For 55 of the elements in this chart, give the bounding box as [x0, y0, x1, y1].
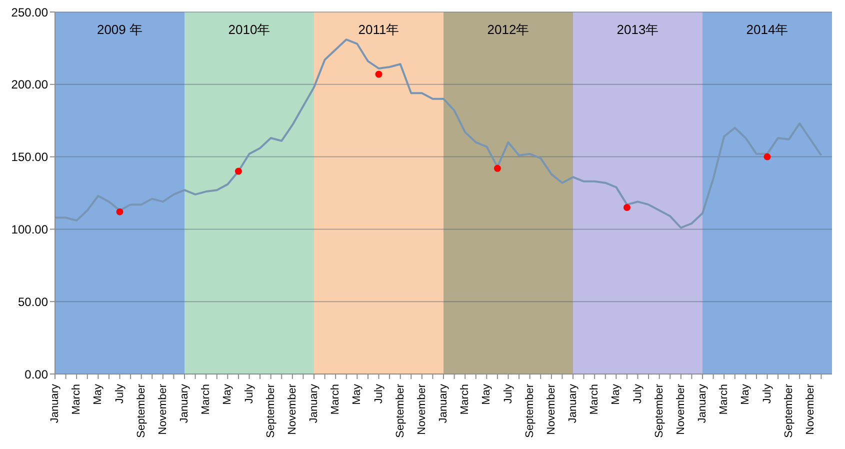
x-tick-label: November [674, 384, 687, 435]
point [764, 153, 771, 160]
y-tick-label: 0.00 [24, 367, 48, 382]
x-tick-label: July [114, 384, 126, 404]
band-label: 2010年 [228, 22, 270, 36]
y-tick-label: 200.00 [11, 78, 48, 92]
x-tick-label: January [567, 384, 579, 424]
x-tick-label: September [264, 384, 277, 438]
x-tick-label: March [459, 384, 472, 415]
x-tick-label: November [286, 384, 298, 435]
x-tick-label: March [718, 384, 730, 415]
x-tick-label: January [438, 384, 450, 424]
x-tick-label: July [761, 384, 774, 404]
x-tick-label: May [92, 384, 104, 405]
x-tick-label: March [588, 384, 601, 415]
x-tick-label: November [804, 384, 816, 435]
x-tick-label: November [545, 384, 558, 435]
x-tick-label: January [49, 384, 61, 424]
point [623, 204, 630, 211]
x-tick-label: July [372, 384, 385, 404]
x-tick-label: July [632, 384, 644, 404]
x-tick-label: September [524, 384, 536, 438]
x-tick-label: January [696, 384, 708, 424]
y-tick-label: 150.00 [11, 150, 48, 164]
x-tick-label: May [740, 384, 752, 405]
point [234, 168, 242, 175]
y-tick-label: 50.00 [18, 294, 48, 309]
band-label: 2014年 [746, 22, 788, 36]
y-tick-label: 100.00 [11, 222, 48, 236]
x-tick-label: July [502, 384, 514, 404]
point [494, 164, 501, 172]
x-tick-label: January [308, 384, 320, 424]
x-tick-label: January [178, 384, 190, 424]
x-tick-label: November [416, 384, 428, 435]
band-label: 2012年 [487, 22, 530, 36]
x-tick-label: May [351, 384, 364, 405]
point [116, 208, 124, 216]
x-tick-label: November [156, 384, 169, 435]
x-tick-label: March [200, 384, 212, 415]
x-tick-label: September [135, 384, 148, 438]
point [375, 70, 382, 78]
y-tick-label: 250.00 [11, 5, 48, 20]
x-tick-label: May [222, 384, 234, 405]
x-tick-label: September [653, 384, 666, 438]
x-tick-label: March [70, 384, 83, 415]
x-tick-label: September [782, 384, 795, 438]
band-label: 2013年 [616, 22, 659, 36]
x-tick-label: March [330, 384, 342, 415]
band-label: 2009 年 [96, 22, 143, 36]
line-series [55, 38, 822, 229]
x-tick-label: July [243, 384, 256, 404]
x-tick-label: September [394, 384, 406, 438]
band-label: 2011年 [358, 22, 400, 36]
x-tick-label: May [610, 384, 622, 405]
x-tick-label: May [480, 384, 493, 405]
